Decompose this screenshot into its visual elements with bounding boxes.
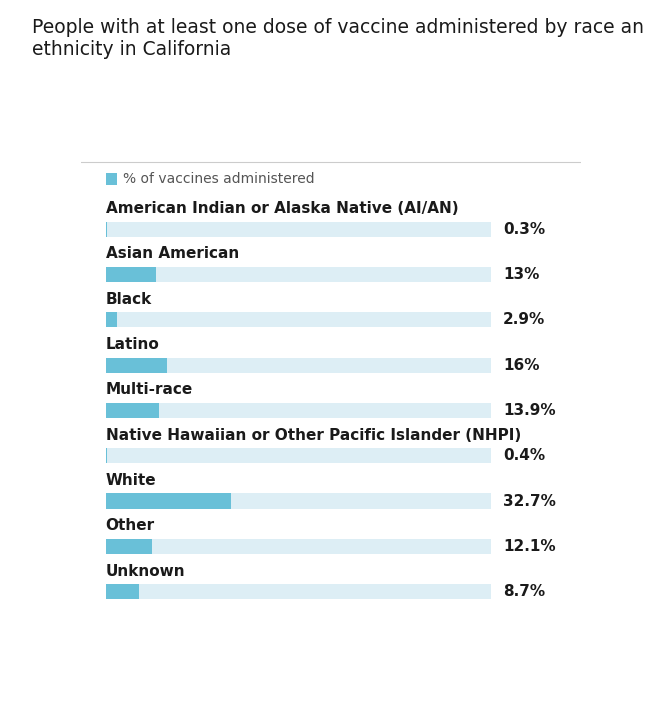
Bar <box>106 312 117 328</box>
Bar <box>106 403 159 418</box>
Bar <box>106 539 490 554</box>
Text: % of vaccines administered: % of vaccines administered <box>123 172 314 186</box>
Bar <box>106 584 139 599</box>
Text: Other: Other <box>106 518 155 533</box>
Text: Black: Black <box>106 292 152 307</box>
Bar <box>106 267 155 282</box>
Bar <box>106 584 490 599</box>
Bar <box>106 539 152 554</box>
Text: 8.7%: 8.7% <box>503 584 545 599</box>
Bar <box>106 493 490 508</box>
Text: 13.9%: 13.9% <box>503 403 555 418</box>
Bar <box>106 357 490 373</box>
Text: 0.4%: 0.4% <box>503 448 545 463</box>
Bar <box>106 222 490 237</box>
Text: Unknown: Unknown <box>106 563 185 579</box>
Text: People with at least one dose of vaccine administered by race and
ethnicity in C: People with at least one dose of vaccine… <box>32 18 645 59</box>
Bar <box>106 493 232 508</box>
Text: 13%: 13% <box>503 267 539 282</box>
Text: Native Hawaiian or Other Pacific Islander (NHPI): Native Hawaiian or Other Pacific Islande… <box>106 428 521 443</box>
Text: 0.3%: 0.3% <box>503 222 545 237</box>
Text: 2.9%: 2.9% <box>503 312 545 328</box>
Bar <box>106 448 107 463</box>
Bar <box>106 448 490 463</box>
Text: American Indian or Alaska Native (AI/AN): American Indian or Alaska Native (AI/AN) <box>106 201 458 216</box>
Bar <box>106 357 167 373</box>
Bar <box>106 312 490 328</box>
Text: 16%: 16% <box>503 358 539 373</box>
Text: 12.1%: 12.1% <box>503 539 555 554</box>
Text: Asian American: Asian American <box>106 246 239 261</box>
Text: White: White <box>106 473 156 488</box>
Bar <box>106 267 490 282</box>
Bar <box>106 403 490 418</box>
Bar <box>106 174 117 185</box>
Text: Multi-race: Multi-race <box>106 383 193 397</box>
Text: Latino: Latino <box>106 337 159 352</box>
Text: 32.7%: 32.7% <box>503 493 556 508</box>
Bar <box>106 222 107 237</box>
